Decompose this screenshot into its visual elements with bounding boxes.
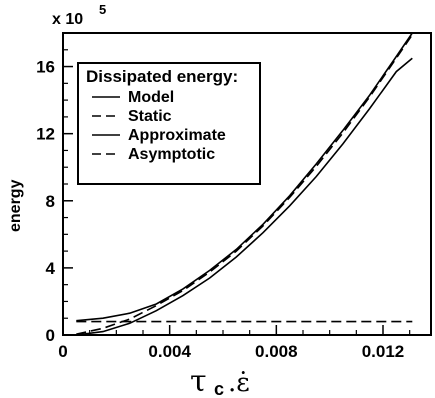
series-line-approximate	[76, 57, 413, 336]
x-tick-label: 0.004	[148, 342, 191, 361]
series-group	[76, 32, 413, 336]
y-multiplier-label: x 10	[52, 11, 83, 28]
y-tick-label: 4	[46, 259, 56, 278]
series-line-static	[76, 34, 413, 335]
legend-label-model: Model	[128, 89, 174, 106]
y-tick-label: 16	[36, 58, 55, 77]
legend-box	[77, 62, 261, 185]
x-axis-label-subscript: c	[214, 379, 224, 398]
y-tick-label: 12	[36, 125, 55, 144]
x-axis-label-rate: .ε̇	[228, 368, 250, 398]
series-line-model	[76, 32, 413, 322]
legend: Dissipated energy: Model Static Approximate…	[77, 62, 261, 185]
legend-title: Dissipated energy:	[86, 67, 238, 86]
y-axis-label: energy	[7, 179, 24, 232]
legend-label-asymptotic: Asymptotic	[128, 146, 215, 163]
y-tick-label: 0	[46, 326, 55, 345]
x-tick-label: 0.008	[255, 342, 298, 361]
legend-label-static: Static	[128, 108, 172, 125]
x-axis-label-tau: τ	[190, 364, 207, 398]
y-tick-label: 8	[46, 192, 55, 211]
y-multiplier-exponent: 5	[99, 2, 106, 17]
x-tick-label: 0	[58, 342, 67, 361]
ticks-group: 0 0.004 0.008 0.012 0 4 8 12 16	[36, 49, 411, 361]
x-axis-label: τ c .ε̇	[190, 364, 250, 398]
x-tick-label: 0.012	[362, 342, 405, 361]
legend-label-approximate: Approximate	[128, 127, 226, 144]
